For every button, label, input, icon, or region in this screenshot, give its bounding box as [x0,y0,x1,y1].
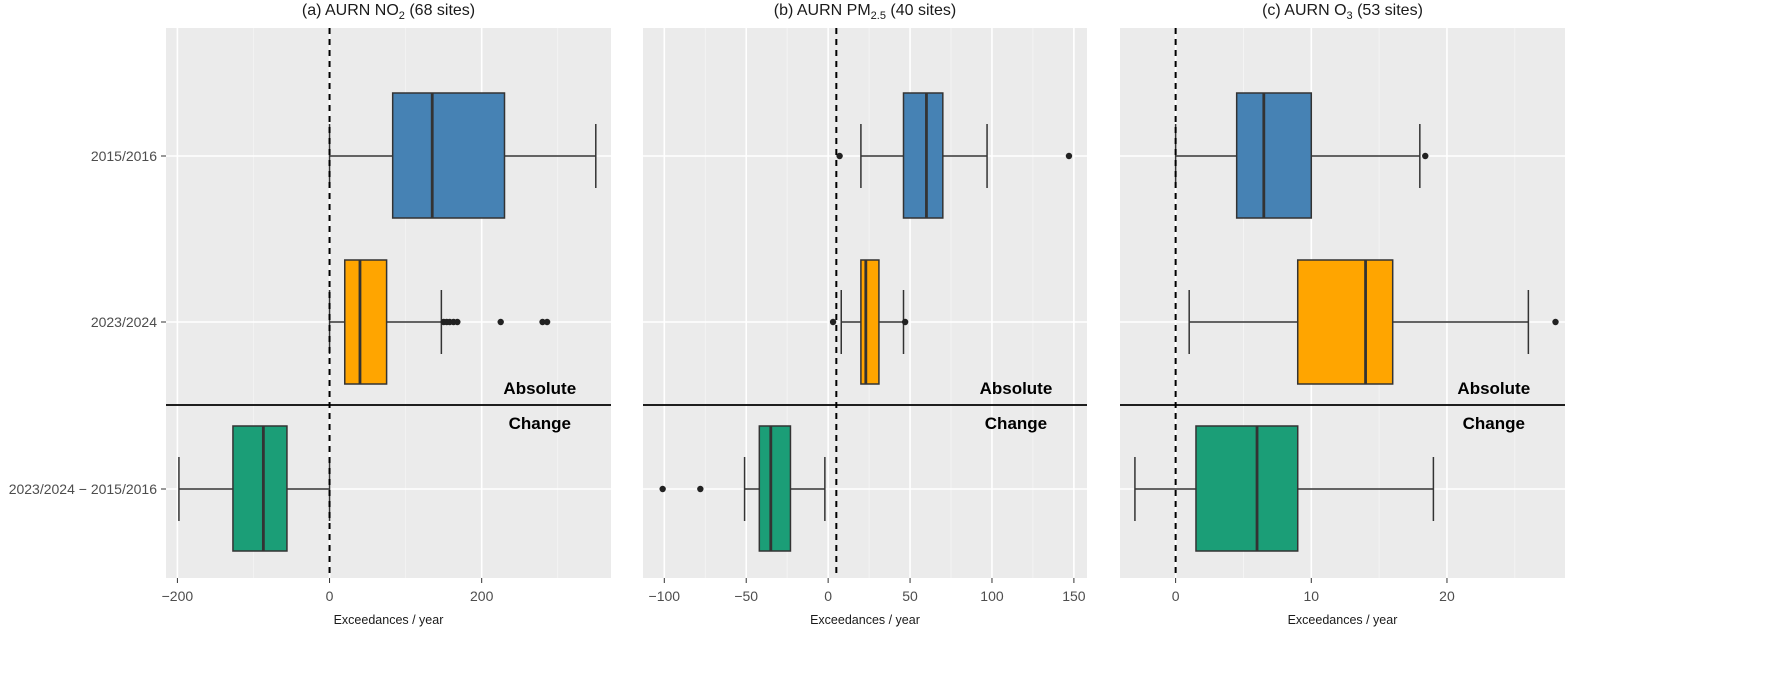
x-tick-label: 20 [1439,588,1455,604]
section-label-absolute: Absolute [1457,379,1530,398]
outlier-point [539,318,546,326]
box-0 [1174,92,1429,219]
x-tick-label: −200 [162,588,194,604]
outlier-point [659,485,666,493]
x-tick-label: −100 [649,588,681,604]
outlier-point [829,318,837,326]
box-1 [1188,259,1559,385]
x-axis-label: Exceedances / year [810,613,920,627]
outlier-point [454,318,461,326]
x-axis-label: Exceedances / year [1288,613,1398,627]
panel-title: (b) AURN PM2.5 (40 sites) [774,2,956,22]
section-label-absolute: Absolute [980,379,1053,398]
x-tick-label: 0 [1172,588,1180,604]
chart-panel-0: Absolute Change −200 0 200 Exceedances / year… [162,2,611,627]
x-tick-label: 0 [824,588,832,604]
y-axis: 2015/2016 2023/2024 2023/2024 − 2015/2016 [9,148,166,497]
chart-panel-2: Absolute Change 0 10 20 Exceedances / year (c)… [1120,2,1565,627]
outlier-point [697,485,704,493]
x-tick-label: 200 [470,588,494,604]
y-tick-label: 2023/2024 [91,314,157,330]
section-label-absolute: Absolute [503,379,576,398]
box-2 [178,425,331,552]
box-iqr [902,92,944,219]
outlier-point [543,318,551,326]
outlier-point [497,318,504,326]
box-iqr [391,92,506,219]
box-iqr [1195,425,1299,552]
x-tick-label: 10 [1304,588,1320,604]
box-0 [328,92,597,219]
panel-title: (a) AURN NO2 (68 sites) [302,2,475,22]
box-iqr [1296,259,1394,385]
x-tick-label: 50 [902,588,918,604]
panel-title: (c) AURN O3 (53 sites) [1262,2,1423,22]
outlier-point [901,318,909,326]
outlier-point [836,152,843,160]
section-label-change: Change [985,414,1047,433]
outlier-point [1065,152,1073,160]
section-label-change: Change [1463,414,1525,433]
x-tick-label: 150 [1062,588,1086,604]
box-1 [829,259,909,385]
box-2 [659,425,826,552]
box-iqr [232,425,288,552]
x-tick-label: 100 [980,588,1004,604]
box-1 [328,259,551,385]
chart-panel-1: Absolute Change −100 −50 0 50 100 150 Exceedance… [643,2,1087,627]
box-iqr [758,425,792,552]
x-tick-label: −50 [734,588,758,604]
y-tick-label: 2015/2016 [91,148,157,164]
outlier-point [1552,318,1559,326]
box-0 [836,92,1073,219]
x-axis-label: Exceedances / year [334,613,444,627]
x-tick-label: 0 [326,588,334,604]
section-label-change: Change [509,414,571,433]
box-2 [1134,425,1435,552]
box-iqr [1235,92,1313,219]
box-iqr [860,259,880,385]
y-tick-label: 2023/2024 − 2015/2016 [9,481,158,497]
box-iqr [344,259,388,385]
outlier-point [1422,152,1429,160]
